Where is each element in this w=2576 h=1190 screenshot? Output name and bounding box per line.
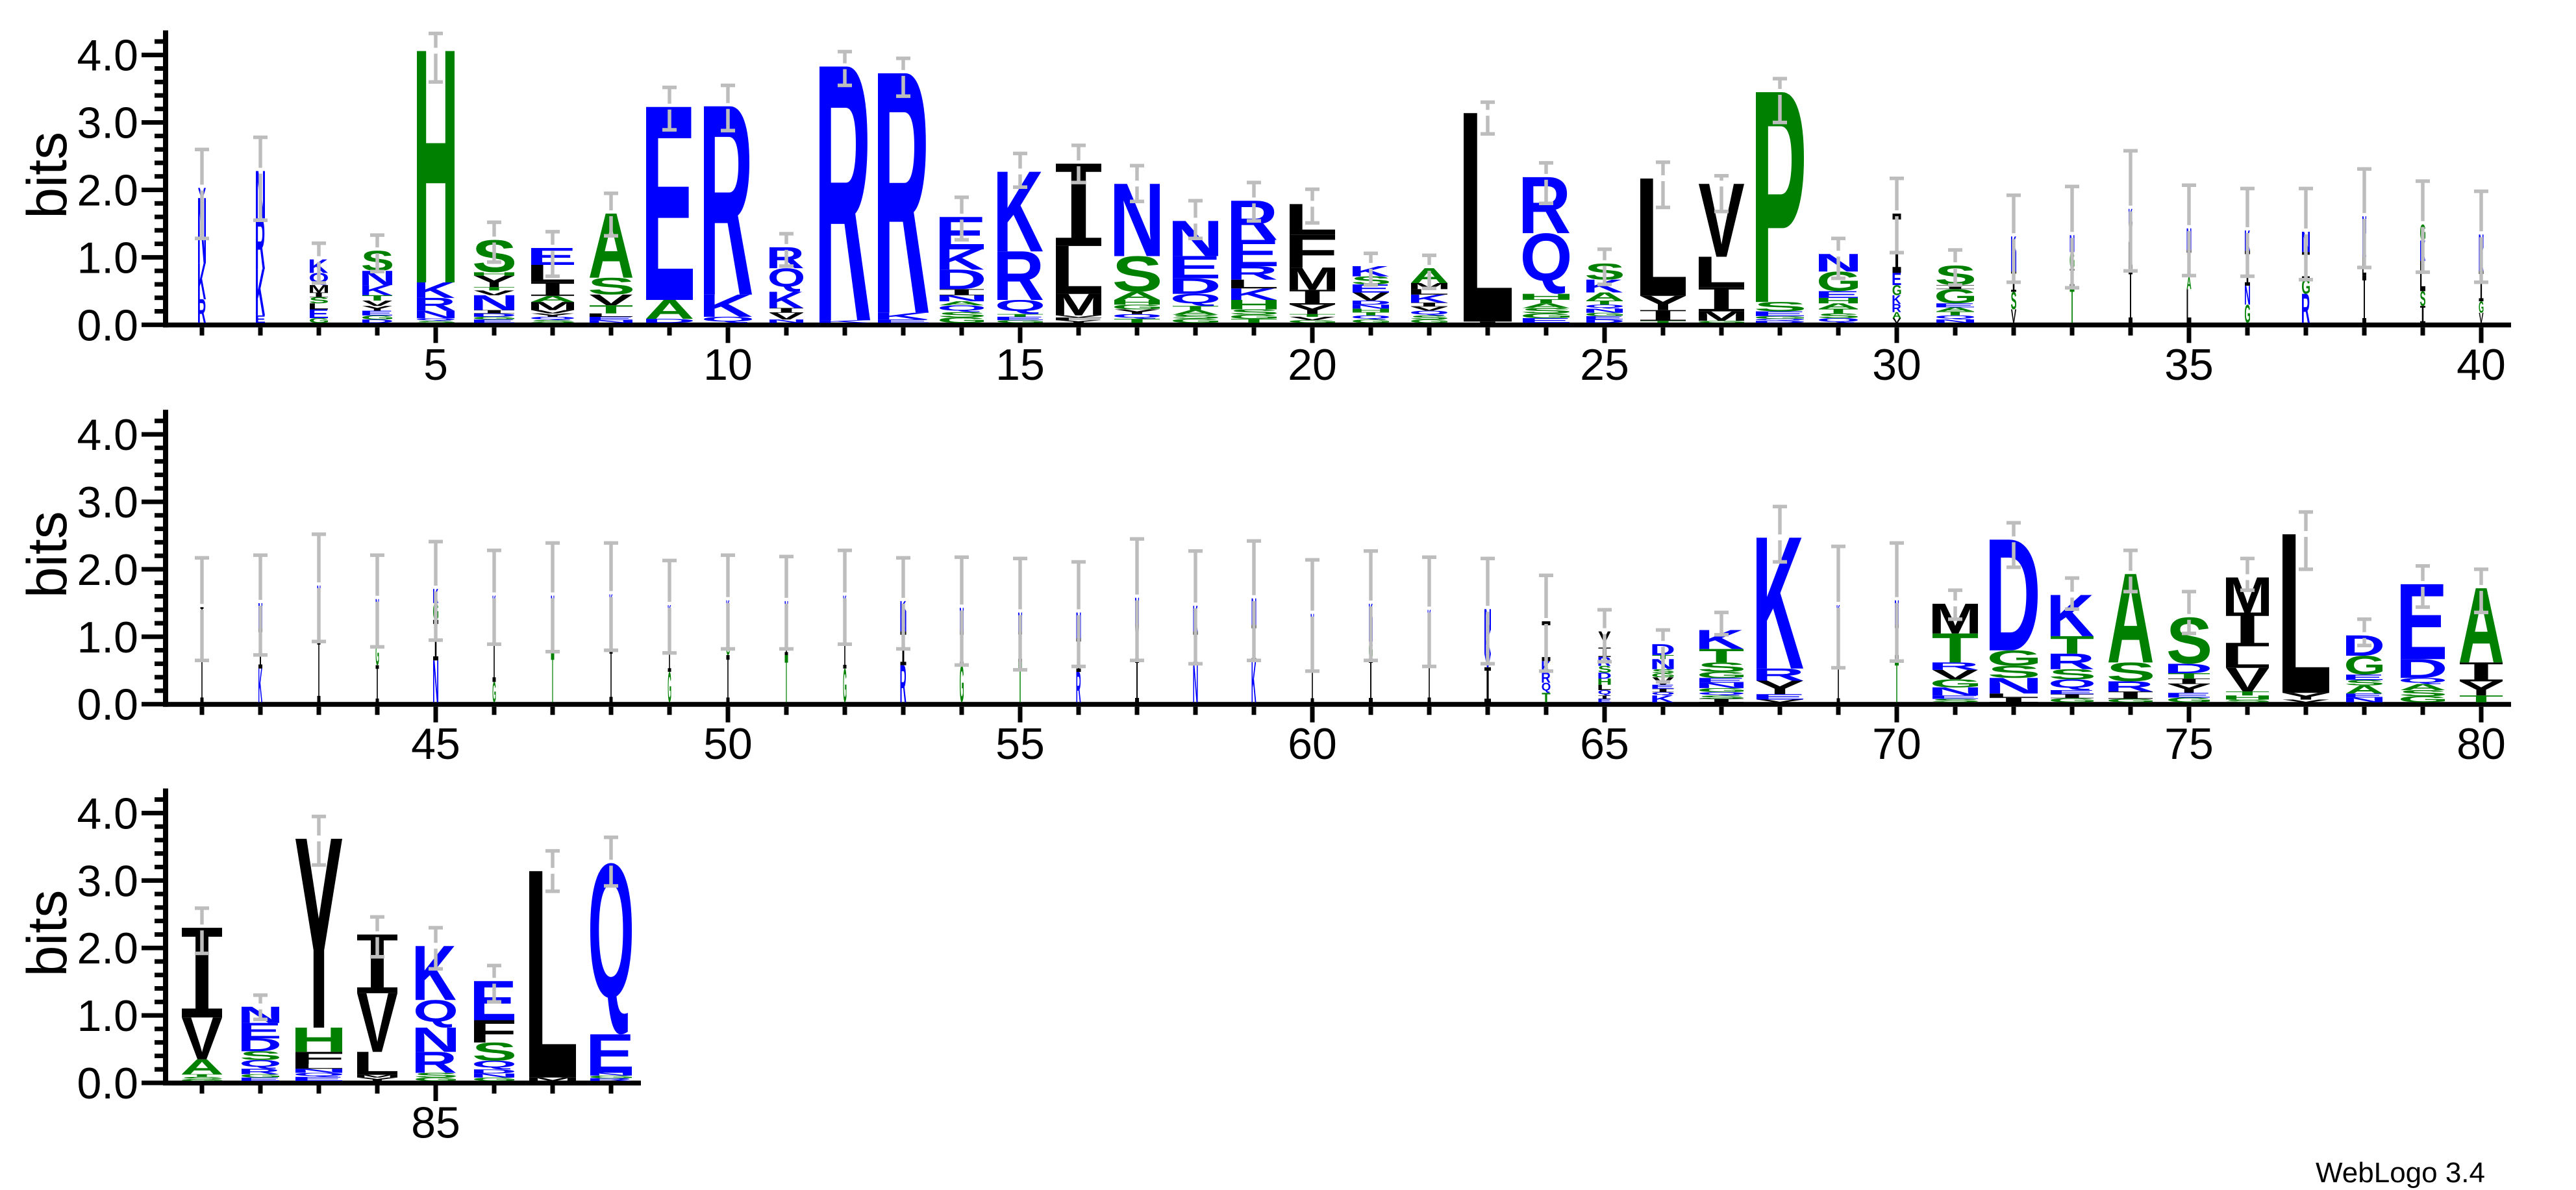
- svg-text:3.0: 3.0: [77, 478, 138, 527]
- svg-text:3.0: 3.0: [77, 856, 138, 906]
- svg-text:0.0: 0.0: [77, 680, 138, 730]
- svg-text:85: 85: [411, 1098, 460, 1148]
- svg-text:3.0: 3.0: [77, 99, 138, 148]
- svg-text:75: 75: [2164, 719, 2214, 769]
- svg-text:1.0: 1.0: [77, 991, 138, 1041]
- svg-text:15: 15: [995, 340, 1045, 390]
- svg-text:65: 65: [1580, 719, 1629, 769]
- svg-text:80: 80: [2457, 719, 2506, 769]
- svg-text:bits: bits: [16, 132, 79, 219]
- svg-text:4.0: 4.0: [77, 31, 138, 81]
- svg-text:35: 35: [2164, 340, 2214, 390]
- svg-text:WebLogo 3.4: WebLogo 3.4: [2316, 1157, 2485, 1189]
- svg-text:4.0: 4.0: [77, 789, 138, 838]
- svg-text:60: 60: [1288, 719, 1337, 769]
- svg-text:25: 25: [1580, 340, 1629, 390]
- svg-text:bits: bits: [16, 890, 79, 977]
- svg-text:45: 45: [411, 719, 460, 769]
- svg-text:5: 5: [423, 340, 448, 390]
- svg-text:0.0: 0.0: [77, 1059, 138, 1108]
- svg-text:2.0: 2.0: [77, 545, 138, 595]
- svg-text:40: 40: [2457, 340, 2506, 390]
- svg-text:30: 30: [1872, 340, 1921, 390]
- svg-text:1.0: 1.0: [77, 233, 138, 282]
- svg-text:50: 50: [703, 719, 753, 769]
- svg-text:55: 55: [995, 719, 1045, 769]
- svg-text:4.0: 4.0: [77, 410, 138, 460]
- svg-text:0.0: 0.0: [77, 301, 138, 350]
- svg-text:2.0: 2.0: [77, 924, 138, 973]
- svg-text:1.0: 1.0: [77, 613, 138, 662]
- svg-text:bits: bits: [16, 511, 79, 598]
- svg-text:20: 20: [1288, 340, 1337, 390]
- svg-text:2.0: 2.0: [77, 166, 138, 216]
- svg-text:10: 10: [703, 340, 753, 390]
- svg-text:70: 70: [1872, 719, 1921, 769]
